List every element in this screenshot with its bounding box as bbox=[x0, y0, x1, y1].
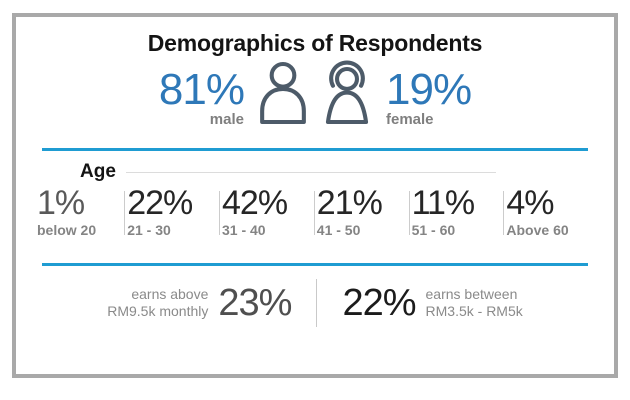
income-divider bbox=[316, 278, 318, 327]
male-stat: 81% male bbox=[158, 65, 245, 128]
age-breakdown: 1% below 20 22% 21 - 30 42% 31 - 40 21% … bbox=[35, 185, 600, 238]
income-left-label-line2: RM9.5k monthly bbox=[107, 302, 209, 319]
income-right-label-line1: earns between bbox=[425, 285, 518, 302]
female-label: female bbox=[386, 111, 434, 128]
column-divider bbox=[124, 191, 126, 235]
income-section: earns above RM9.5k monthly 23% 22% earns… bbox=[16, 278, 614, 327]
page-title: Demographics of Respondents bbox=[147, 30, 483, 56]
age-range-label: below 20 bbox=[37, 221, 97, 238]
infographic-card: Demographics of Respondents 81% male 19%… bbox=[12, 13, 618, 378]
income-right-percentage: 22% bbox=[342, 281, 416, 324]
age-percentage: 21% bbox=[316, 184, 383, 222]
income-left-label: earns above RM9.5k monthly bbox=[107, 286, 208, 320]
blue-divider-top bbox=[42, 148, 588, 151]
age-group-51-60: 11% 51 - 60 bbox=[410, 185, 504, 238]
age-range-label: 41 - 50 bbox=[316, 221, 361, 238]
female-percentage: 19% bbox=[386, 65, 472, 115]
age-group-21-30: 22% 21 - 30 bbox=[125, 185, 219, 238]
age-percentage: 42% bbox=[222, 184, 288, 222]
column-divider bbox=[503, 191, 505, 235]
income-right-label: earns between RM3.5k - RM5k bbox=[426, 286, 523, 320]
age-percentage: 1% bbox=[37, 184, 85, 222]
age-range-label: 21 - 30 bbox=[127, 221, 171, 238]
column-divider bbox=[313, 191, 315, 235]
income-right-label-line2: RM3.5k - RM5k bbox=[425, 302, 523, 319]
age-header: Age bbox=[80, 161, 496, 183]
age-group-above-60: 4% Above 60 bbox=[504, 185, 600, 238]
female-person-icon bbox=[325, 60, 369, 125]
age-percentage: 22% bbox=[127, 184, 193, 222]
age-heading-rule bbox=[125, 171, 496, 173]
male-person-icon bbox=[260, 61, 306, 125]
age-heading: Age bbox=[80, 161, 116, 182]
income-left-label-line1: earns above bbox=[131, 285, 209, 302]
column-divider bbox=[408, 191, 410, 235]
age-range-label: Above 60 bbox=[506, 221, 569, 238]
age-group-41-50: 21% 41 - 50 bbox=[315, 185, 409, 238]
male-percentage: 81% bbox=[158, 65, 245, 115]
age-range-label: 51 - 60 bbox=[411, 221, 456, 238]
income-left-percentage: 23% bbox=[218, 281, 292, 324]
age-percentage: 4% bbox=[506, 184, 554, 222]
column-divider bbox=[219, 191, 220, 235]
age-percentage: 11% bbox=[411, 184, 476, 222]
gender-section: 81% male 19% female bbox=[16, 59, 614, 127]
male-label: male bbox=[209, 111, 244, 128]
age-group-31-40: 42% 31 - 40 bbox=[220, 185, 314, 238]
age-group-below-20: 1% below 20 bbox=[35, 185, 124, 238]
age-range-label: 31 - 40 bbox=[222, 221, 266, 238]
blue-divider-bottom bbox=[42, 262, 588, 266]
female-stat: 19% female bbox=[386, 65, 472, 128]
